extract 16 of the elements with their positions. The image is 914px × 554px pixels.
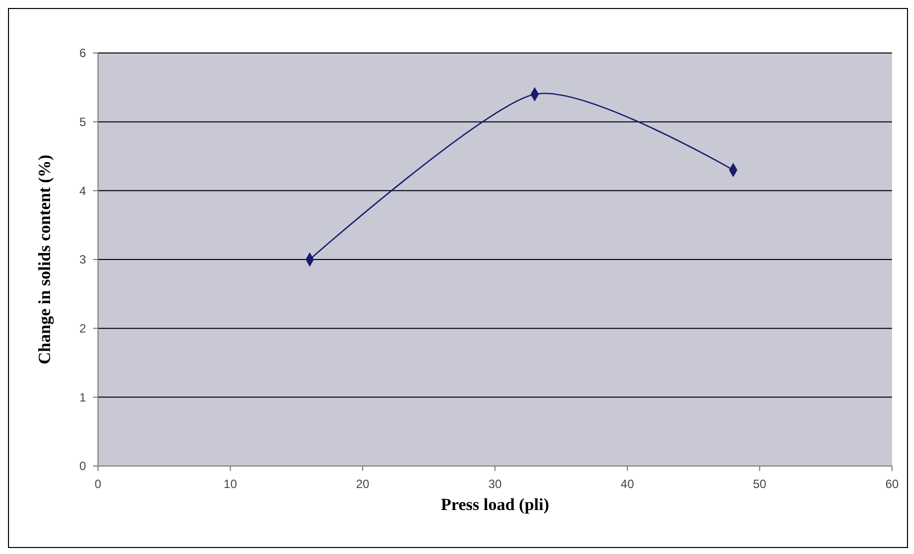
y-axis-title: Change in solids content (%) xyxy=(35,154,54,364)
y-tick-label: 4 xyxy=(79,184,86,198)
x-axis-title: Press load (pli) xyxy=(440,495,550,514)
x-tick-label: 10 xyxy=(224,477,238,491)
x-tick-label: 40 xyxy=(620,477,634,491)
y-tick-label: 5 xyxy=(79,115,86,130)
x-tick-label: 0 xyxy=(94,477,102,491)
x-tick-label: 30 xyxy=(488,477,502,491)
y-tick-label: 3 xyxy=(79,252,86,267)
x-tick-label: 60 xyxy=(885,477,899,491)
x-tick-label: 50 xyxy=(752,477,767,491)
y-tick-label: 6 xyxy=(79,46,86,60)
y-tick-label: 0 xyxy=(79,459,86,474)
x-tick-label: 20 xyxy=(356,477,370,491)
y-tick-label: 2 xyxy=(79,322,86,336)
y-tick-label: 1 xyxy=(79,390,86,404)
